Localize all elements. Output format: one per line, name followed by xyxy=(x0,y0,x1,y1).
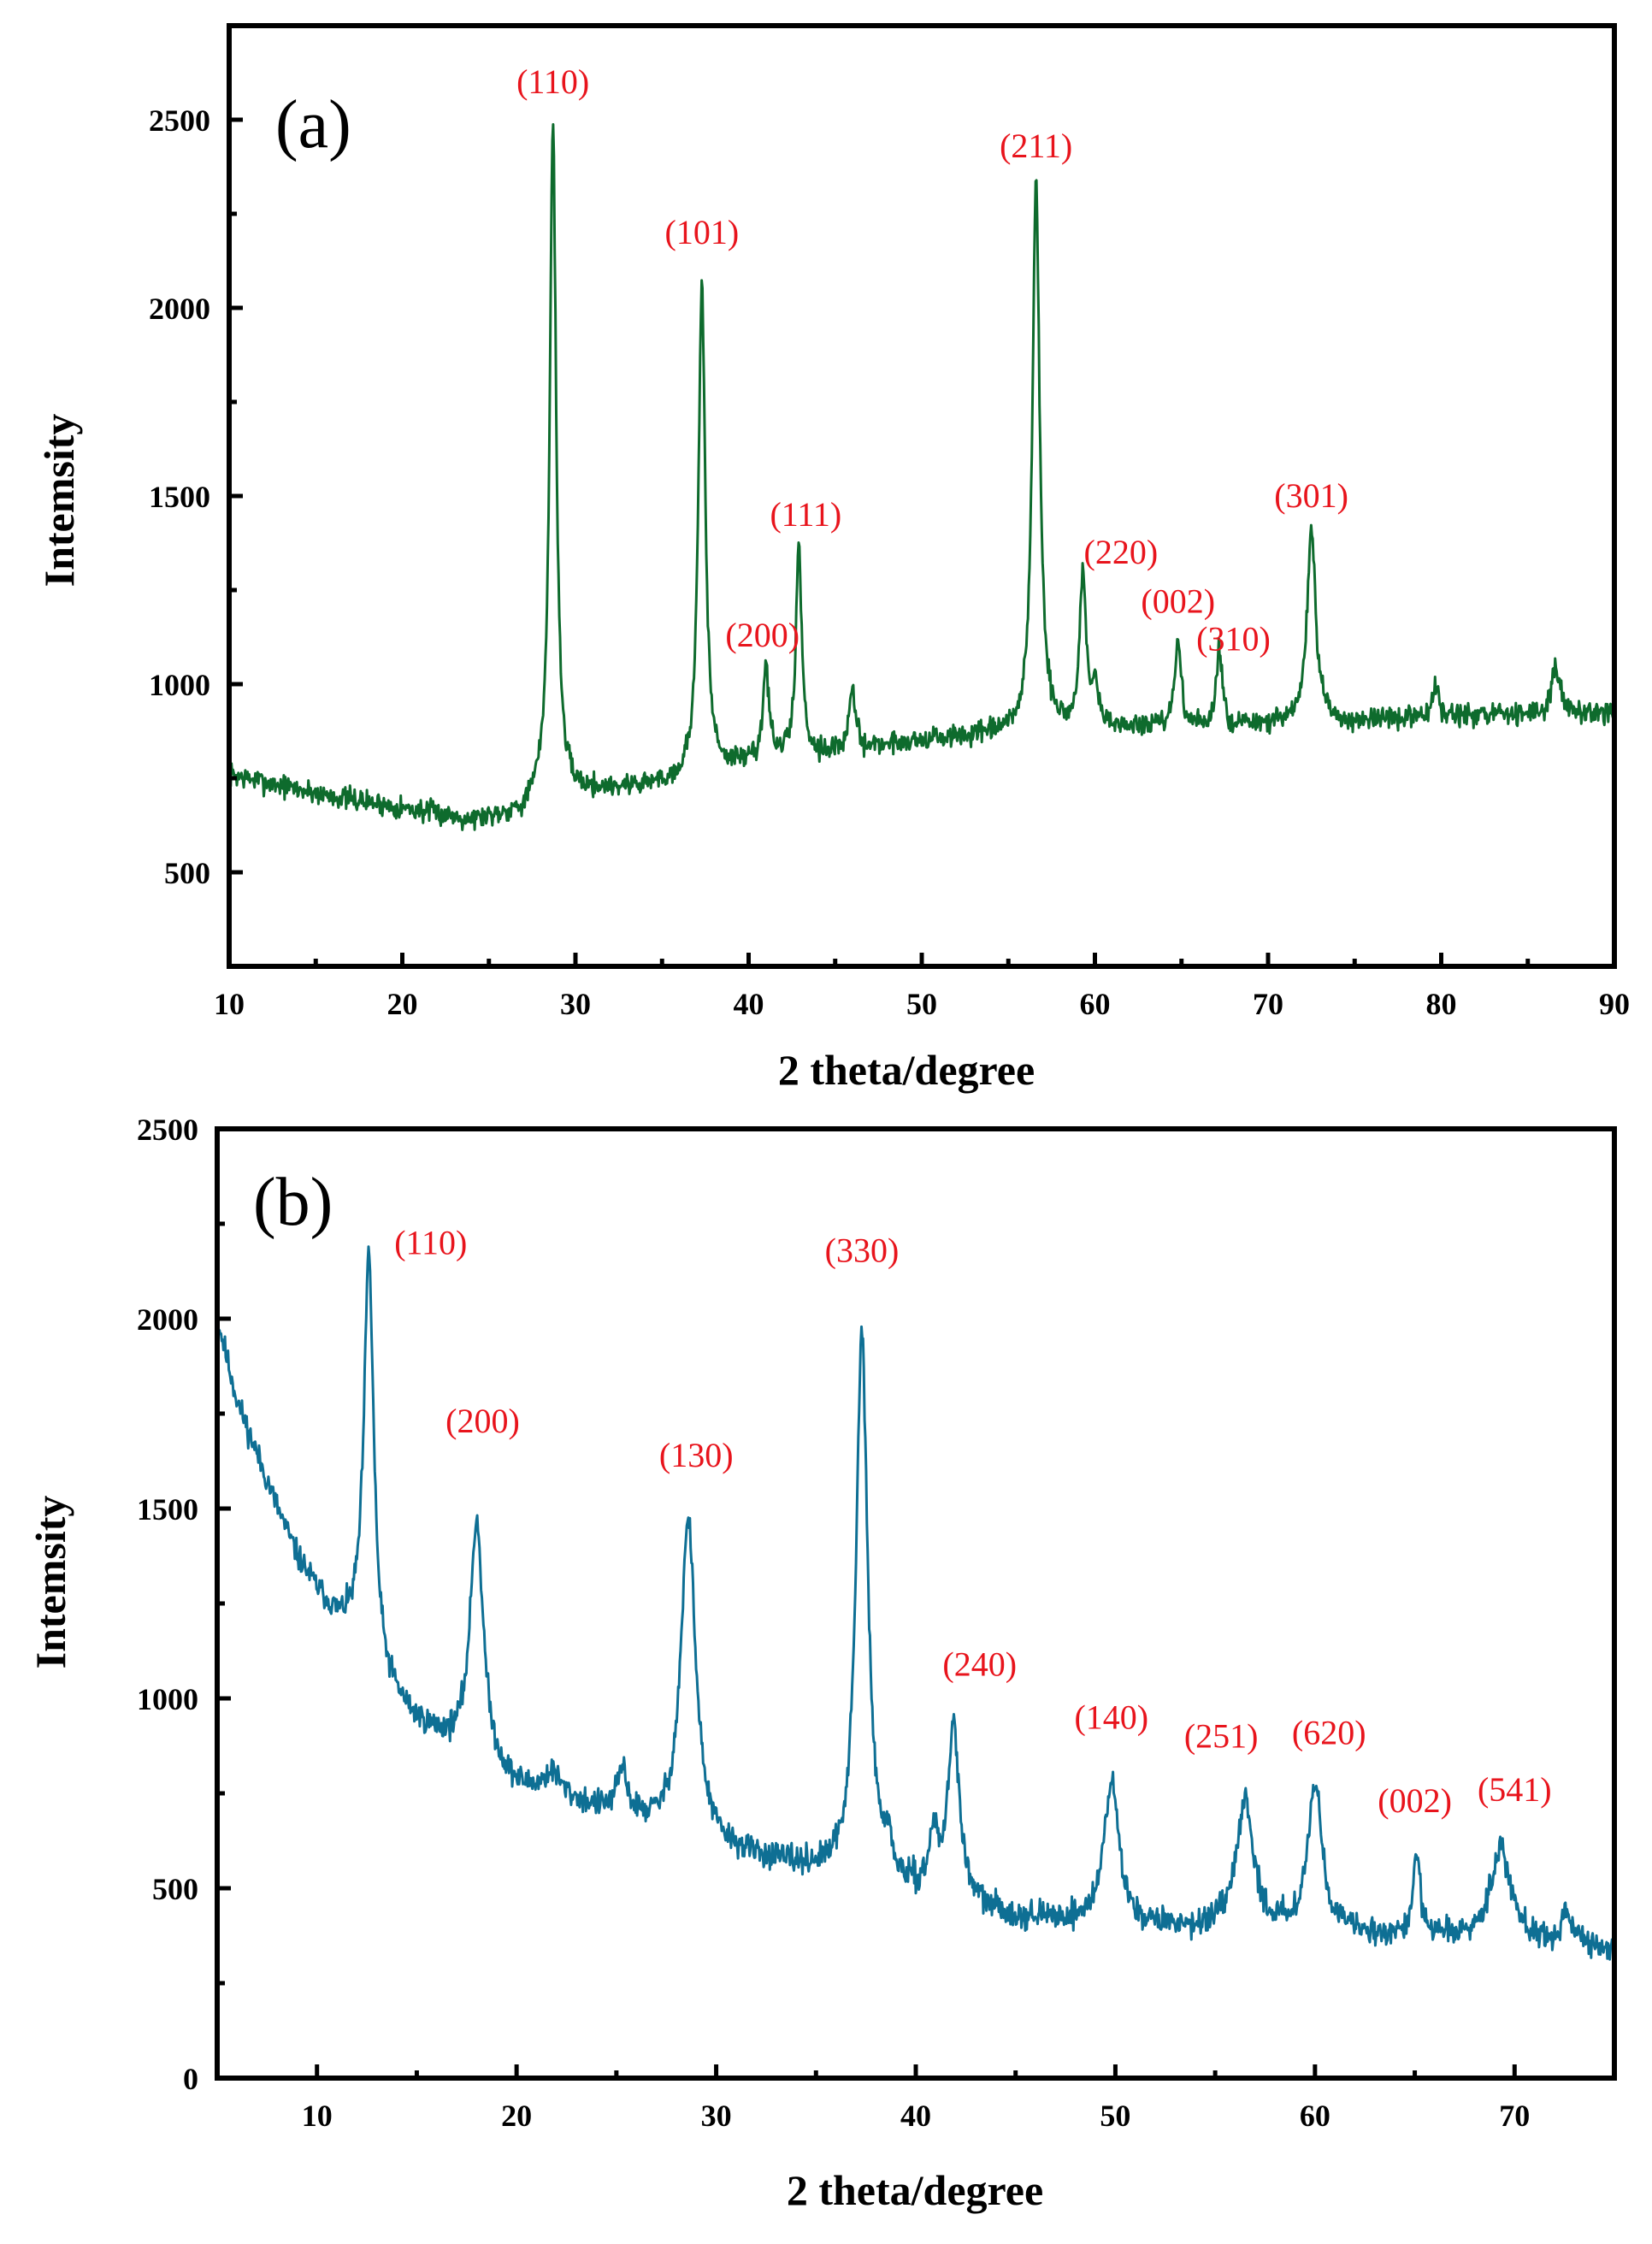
y-tick-label: 1500 xyxy=(149,480,210,514)
y-tick-label: 2000 xyxy=(149,292,210,326)
peak-label: (620) xyxy=(1292,1713,1366,1751)
y-tick-label: 2500 xyxy=(149,103,210,138)
x-tick-label: 40 xyxy=(734,987,764,1021)
x-tick-label: 10 xyxy=(302,2099,333,2133)
y-tick-label: 2000 xyxy=(137,1302,198,1337)
x-tick-label: 70 xyxy=(1253,987,1283,1021)
y-axis-title-b: Intemsity xyxy=(27,1496,74,1669)
peak-label: (101) xyxy=(665,213,740,251)
peak-label: (200) xyxy=(725,616,799,654)
x-tick-label: 10 xyxy=(214,987,245,1021)
peak-label: (251) xyxy=(1184,1717,1259,1756)
peak-labels-b: (110) (200) (130) (330) (240) (140) (251) (620)… xyxy=(394,1224,1551,1821)
peak-label: (240) xyxy=(942,1645,1017,1683)
peak-label: (220) xyxy=(1084,533,1159,571)
peak-label: (200) xyxy=(445,1402,520,1440)
y-tick-label: 0 xyxy=(183,2062,198,2096)
peak-label: (111) xyxy=(770,495,841,534)
axis-ticks-a: 10 20 30 40 50 60 70 80 90 500 1000 1500 2000 2500 xyxy=(149,23,1630,1021)
peak-label: (310) xyxy=(1196,619,1271,658)
x-tick-label: 50 xyxy=(1100,2099,1130,2133)
peak-label: (140) xyxy=(1074,1698,1148,1737)
x-tick-label: 30 xyxy=(560,987,591,1021)
peak-label: (110) xyxy=(394,1224,467,1262)
x-tick-label: 40 xyxy=(900,2099,931,2133)
peak-label: (211) xyxy=(1000,127,1072,165)
peak-labels-a: (110) (101) (200) (111) (211) (220) (002)(310)… xyxy=(516,62,1348,658)
x-axis-title-a: 2 theta/degree xyxy=(778,1046,1035,1094)
x-tick-label: 60 xyxy=(1080,987,1111,1021)
y-tick-label: 1500 xyxy=(137,1492,198,1527)
peak-label: (110) xyxy=(516,62,589,101)
peak-label: (002) xyxy=(1378,1781,1452,1820)
peak-label: (330) xyxy=(825,1231,900,1269)
y-tick-label: 2500 xyxy=(137,1113,198,1147)
y-tick-label: 1000 xyxy=(137,1682,198,1716)
x-tick-label: 20 xyxy=(387,987,418,1021)
panel-label-a: (a) xyxy=(275,87,351,162)
y-tick-label: 500 xyxy=(152,1872,198,1906)
y-axis-title-a: Intemsity xyxy=(35,414,83,588)
x-tick-label: 70 xyxy=(1499,2099,1530,2133)
x-tick-label: 30 xyxy=(701,2099,732,2133)
x-tick-label: 50 xyxy=(906,987,937,1021)
peak-label: (002) xyxy=(1141,582,1215,620)
x-axis-title-b: 2 theta/degree xyxy=(787,2166,1043,2214)
y-tick-label: 500 xyxy=(164,856,210,890)
chart-panel-b: (110) (200) (130) (330) (240) (140) (251) (620)… xyxy=(27,1113,1617,2214)
peak-label: (541) xyxy=(1478,1770,1552,1809)
panel-label-b: (b) xyxy=(253,1165,333,1240)
peak-label: (301) xyxy=(1274,476,1348,515)
y-tick-label: 1000 xyxy=(149,668,210,702)
chart-panel-a: (110) (101) (200) (111) (211) (220) (002)(310)… xyxy=(35,23,1630,1094)
xrd-pattern-b-series xyxy=(215,1245,1616,1961)
xrd-pattern-a-series xyxy=(228,123,1616,831)
peak-label: (130) xyxy=(659,1436,734,1474)
x-tick-label: 60 xyxy=(1300,2099,1330,2133)
axis-ticks-b: 10 20 30 40 50 60 70 0 500 1000 1500 2000 2500 xyxy=(137,1113,1617,2133)
x-tick-label: 20 xyxy=(501,2099,532,2133)
xrd-pattern-line xyxy=(215,1245,1616,1961)
x-tick-label: 80 xyxy=(1426,987,1457,1021)
xrd-pattern-line xyxy=(228,123,1616,831)
x-tick-label: 90 xyxy=(1599,987,1630,1021)
